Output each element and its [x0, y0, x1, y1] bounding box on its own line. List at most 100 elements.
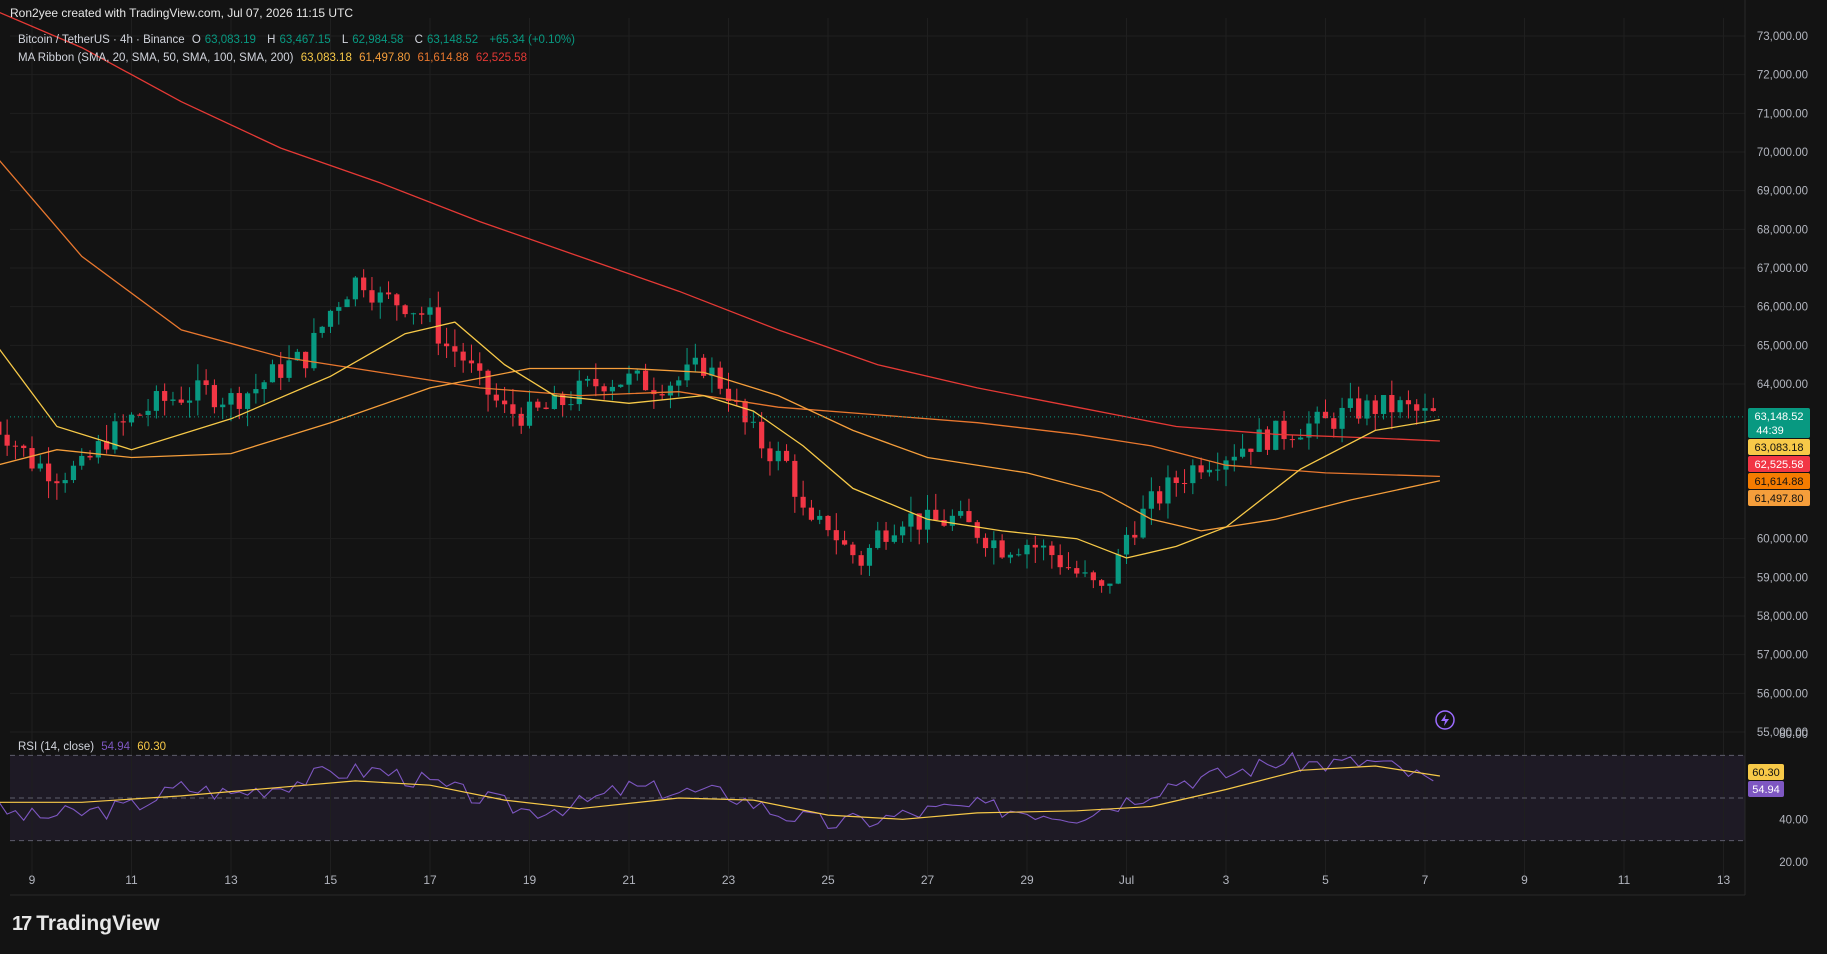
- candle: [137, 413, 143, 416]
- candle-body: [916, 513, 922, 530]
- price-tick-label: 72,000.00: [1757, 70, 1808, 82]
- candle-body: [692, 357, 698, 365]
- sma100-value: 61,614.88: [417, 52, 469, 64]
- candle: [402, 304, 408, 318]
- candle-body: [1090, 572, 1096, 581]
- candle-body: [891, 535, 897, 542]
- candle-body: [742, 401, 748, 423]
- candle-body: [1007, 554, 1014, 558]
- candle: [54, 473, 60, 500]
- price-tick-label: 66,000.00: [1757, 302, 1808, 314]
- candle-body: [344, 299, 350, 308]
- candle-body: [1107, 583, 1113, 586]
- price-tick-label: 56,000.00: [1757, 688, 1808, 700]
- candle-body: [601, 386, 607, 392]
- candle: [303, 351, 309, 378]
- candle: [377, 286, 383, 319]
- candle-body: [1231, 456, 1237, 461]
- candle-body: [1414, 404, 1420, 411]
- candle-body: [62, 480, 68, 484]
- candle: [269, 359, 276, 383]
- candle: [385, 281, 392, 300]
- candle: [327, 309, 334, 333]
- candle: [1322, 399, 1329, 419]
- candle-body: [750, 421, 756, 423]
- candle-body: [1364, 400, 1370, 419]
- candle: [817, 509, 823, 525]
- candle-body: [825, 515, 831, 531]
- candle: [535, 398, 541, 412]
- candle-body: [244, 393, 251, 409]
- candle: [145, 399, 151, 427]
- candle: [1364, 394, 1370, 426]
- candle: [419, 306, 425, 325]
- candle: [908, 496, 914, 542]
- candle: [1215, 452, 1221, 481]
- candle-body: [1173, 477, 1179, 483]
- tradingview-logo[interactable]: 17 TradingView: [12, 912, 160, 936]
- candle-body: [294, 351, 300, 361]
- candle: [883, 521, 889, 550]
- candle: [734, 388, 740, 406]
- candle: [1289, 434, 1295, 448]
- candle-body: [477, 363, 483, 371]
- rsi-tick-label: 20.00: [1779, 857, 1808, 869]
- candle: [526, 390, 533, 429]
- candle: [1132, 521, 1138, 546]
- candle-body: [1198, 465, 1204, 473]
- candle-body: [551, 394, 557, 410]
- candle: [1032, 535, 1038, 563]
- candle-body: [767, 448, 773, 462]
- candle: [1414, 399, 1420, 425]
- candle: [618, 384, 624, 388]
- candle: [875, 521, 881, 550]
- candle-body: [261, 382, 267, 390]
- candle-body: [1322, 411, 1329, 419]
- time-tick-label: 29: [1020, 873, 1034, 887]
- candle-body: [1016, 554, 1022, 556]
- candle-body: [576, 380, 582, 405]
- candle-body: [1422, 408, 1428, 411]
- candle-body: [369, 290, 375, 303]
- candle: [1107, 583, 1113, 594]
- candle-body: [112, 421, 118, 450]
- candle-body: [1190, 465, 1196, 484]
- candle-body: [1347, 398, 1353, 408]
- time-tick-label: 9: [1521, 873, 1528, 887]
- candle: [211, 379, 218, 414]
- candle-body: [29, 448, 35, 469]
- candle-body: [228, 393, 234, 405]
- candle: [966, 498, 972, 523]
- candle-body: [634, 370, 640, 374]
- price-tick-label: 59,000.00: [1757, 572, 1808, 584]
- rsi-line: [0, 751, 1434, 829]
- candle-body: [1165, 477, 1171, 504]
- candle-body: [982, 537, 989, 549]
- candle-body: [485, 370, 491, 395]
- grid: [10, 18, 1745, 880]
- candle: [443, 327, 450, 359]
- price-tick-label: 71,000.00: [1757, 108, 1808, 120]
- rsi-tick-label: 40.00: [1779, 814, 1808, 826]
- candle: [120, 414, 126, 436]
- sma20-line: [0, 321, 1441, 559]
- open-value: O 63,083.19: [191, 34, 256, 46]
- time-tick-label: 17: [423, 873, 437, 887]
- candle: [1239, 434, 1246, 459]
- candle-body: [120, 421, 126, 423]
- candle: [701, 354, 707, 379]
- candle-body: [609, 386, 616, 392]
- candle: [336, 301, 342, 325]
- candle: [1040, 539, 1047, 561]
- candle-body: [991, 540, 997, 549]
- time-tick-label: 13: [224, 873, 238, 887]
- candle-body: [236, 393, 242, 409]
- candle-body: [1298, 437, 1304, 440]
- candle-body: [958, 511, 964, 516]
- rsi-label: RSI (14, close): [18, 741, 95, 753]
- candle-body: [1389, 395, 1395, 413]
- candle: [759, 412, 765, 459]
- candle: [1397, 396, 1403, 419]
